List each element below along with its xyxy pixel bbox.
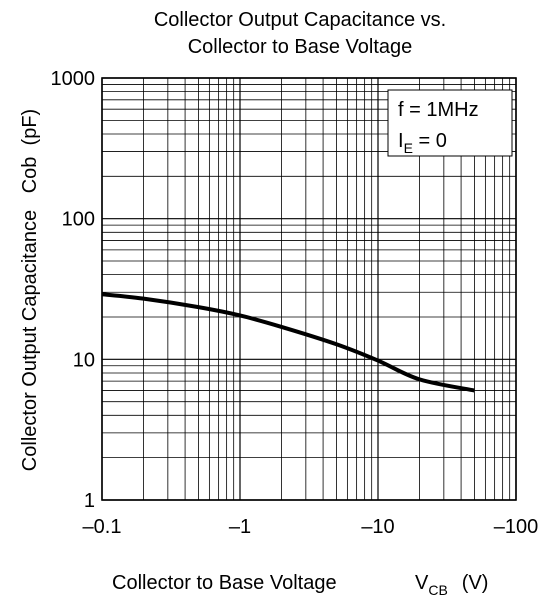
y-tick-labels: 1 10 100 1000: [51, 68, 96, 512]
x-tick-label: –100: [494, 516, 539, 538]
x-axis-symbol-main: V: [415, 572, 429, 594]
x-axis-symbol-sub: CB: [428, 582, 447, 598]
series-line-0: [101, 292, 475, 393]
y-tick-label: 1000: [51, 68, 96, 90]
y-tick-label: 10: [73, 349, 95, 371]
plot-frame: [101, 77, 517, 501]
x-axis-symbol: VCB (V): [415, 572, 488, 598]
legend-emitter-current: IE = 0: [398, 130, 447, 156]
y-tick-label: 1: [84, 490, 95, 512]
legend-ie-main: I: [398, 130, 404, 152]
legend-ie-rest: = 0: [413, 130, 447, 152]
x-tick-label: –10: [361, 516, 394, 538]
chart-title-line-2: Collector to Base Voltage: [188, 36, 413, 58]
legend-frequency: f = 1MHz: [398, 99, 479, 121]
y-axis-label: Collector Output Capacitance Cob (pF): [19, 109, 41, 471]
y-tick-label: 100: [62, 209, 95, 231]
x-tick-label: –0.1: [83, 516, 122, 538]
chart-title-line-1: Collector Output Capacitance vs.: [154, 9, 446, 31]
legend-box: [387, 89, 513, 157]
x-tick-label: –1: [229, 516, 251, 538]
x-axis-symbol-unit: (V): [462, 572, 489, 594]
x-tick-labels: –0.1 –1 –10 –100: [83, 516, 539, 538]
plot-area: [101, 77, 517, 501]
legend-ie-sub: E: [404, 140, 413, 156]
x-axis-label: Collector to Base Voltage: [112, 572, 337, 594]
